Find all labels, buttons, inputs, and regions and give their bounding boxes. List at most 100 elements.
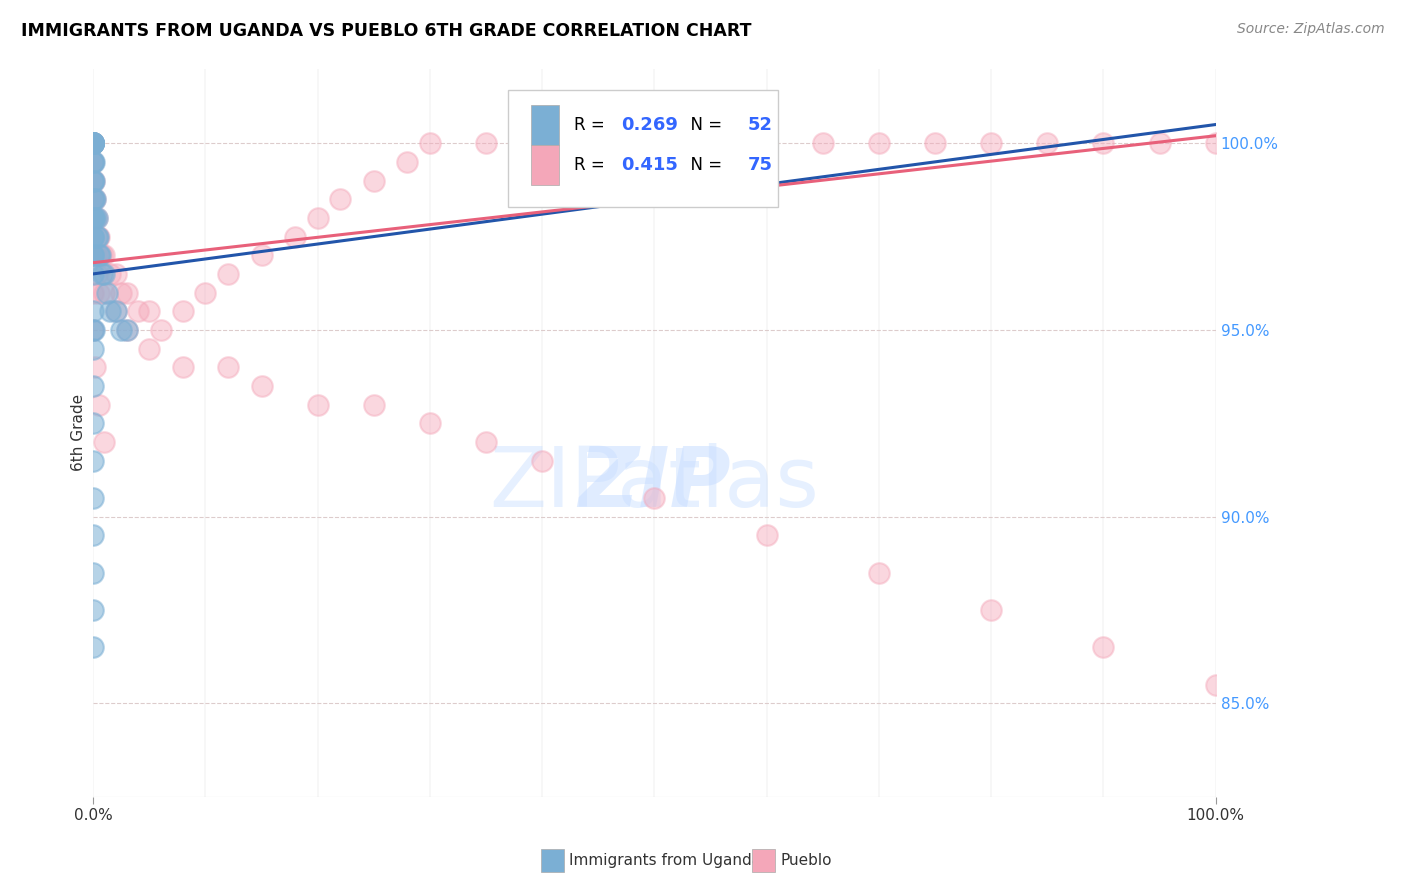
FancyBboxPatch shape bbox=[509, 90, 778, 207]
FancyBboxPatch shape bbox=[531, 105, 560, 145]
Point bbox=[82, 136, 104, 151]
Point bbox=[89, 248, 111, 262]
Point bbox=[115, 285, 138, 300]
Point bbox=[82, 136, 104, 151]
Text: 52: 52 bbox=[748, 116, 772, 135]
Point bbox=[82, 323, 104, 337]
Point bbox=[82, 136, 104, 151]
Point bbox=[84, 192, 107, 206]
Point bbox=[82, 211, 104, 225]
Point bbox=[93, 267, 115, 281]
Point bbox=[87, 229, 110, 244]
Point bbox=[1205, 136, 1227, 151]
Text: N =: N = bbox=[681, 156, 728, 174]
Point bbox=[82, 136, 104, 151]
Text: ZIPatlas: ZIPatlas bbox=[489, 443, 820, 524]
Point bbox=[82, 323, 104, 337]
Point bbox=[98, 267, 121, 281]
Point bbox=[284, 229, 307, 244]
Point bbox=[87, 285, 110, 300]
Point bbox=[82, 154, 104, 169]
Point bbox=[83, 154, 105, 169]
Point bbox=[643, 136, 665, 151]
Point bbox=[363, 398, 385, 412]
Point bbox=[172, 304, 194, 318]
Point bbox=[307, 398, 329, 412]
Text: 0.269: 0.269 bbox=[620, 116, 678, 135]
Y-axis label: 6th Grade: 6th Grade bbox=[72, 394, 86, 471]
Point bbox=[96, 285, 118, 300]
Point bbox=[82, 603, 104, 617]
Point bbox=[82, 136, 104, 151]
Point bbox=[868, 566, 890, 580]
Point bbox=[91, 248, 114, 262]
Point bbox=[82, 285, 104, 300]
Point bbox=[82, 211, 104, 225]
Point bbox=[93, 434, 115, 449]
Point bbox=[87, 248, 110, 262]
Point bbox=[82, 528, 104, 542]
Point bbox=[82, 136, 104, 151]
Point bbox=[82, 379, 104, 393]
Point bbox=[217, 267, 239, 281]
Text: R =: R = bbox=[574, 116, 610, 135]
Point bbox=[138, 342, 160, 356]
Point bbox=[811, 136, 834, 151]
Point bbox=[699, 136, 721, 151]
Point bbox=[82, 566, 104, 580]
Point bbox=[250, 379, 273, 393]
Point bbox=[82, 248, 104, 262]
Point bbox=[82, 229, 104, 244]
Text: IMMIGRANTS FROM UGANDA VS PUEBLO 6TH GRADE CORRELATION CHART: IMMIGRANTS FROM UGANDA VS PUEBLO 6TH GRA… bbox=[21, 22, 752, 40]
Point bbox=[82, 342, 104, 356]
Point bbox=[755, 136, 778, 151]
Point bbox=[149, 323, 172, 337]
Point bbox=[83, 323, 105, 337]
Point bbox=[104, 304, 127, 318]
Text: 75: 75 bbox=[748, 156, 772, 174]
Point bbox=[172, 360, 194, 375]
Text: R =: R = bbox=[574, 156, 610, 174]
Point bbox=[419, 417, 441, 431]
Point bbox=[138, 304, 160, 318]
Point bbox=[1036, 136, 1059, 151]
Point bbox=[980, 603, 1002, 617]
Point bbox=[86, 211, 108, 225]
Point bbox=[531, 136, 554, 151]
Point bbox=[82, 192, 104, 206]
Point bbox=[1092, 136, 1115, 151]
Point bbox=[86, 267, 108, 281]
Point bbox=[86, 229, 108, 244]
Point bbox=[104, 304, 127, 318]
Point bbox=[250, 248, 273, 262]
Text: ZIP: ZIP bbox=[578, 443, 731, 524]
Point bbox=[93, 285, 115, 300]
Point bbox=[84, 211, 107, 225]
Point bbox=[82, 267, 104, 281]
Text: 0.415: 0.415 bbox=[620, 156, 678, 174]
Point bbox=[82, 491, 104, 505]
Point bbox=[115, 323, 138, 337]
Point bbox=[83, 192, 105, 206]
Point bbox=[115, 323, 138, 337]
Point bbox=[1205, 678, 1227, 692]
Point bbox=[84, 192, 107, 206]
Point bbox=[363, 173, 385, 187]
Point bbox=[82, 229, 104, 244]
FancyBboxPatch shape bbox=[531, 145, 560, 185]
Text: N =: N = bbox=[681, 116, 728, 135]
Point bbox=[1149, 136, 1171, 151]
Point bbox=[82, 192, 104, 206]
Point bbox=[110, 323, 132, 337]
Point bbox=[755, 528, 778, 542]
Point bbox=[86, 211, 108, 225]
Point bbox=[93, 248, 115, 262]
Point bbox=[82, 417, 104, 431]
Point bbox=[82, 173, 104, 187]
Point bbox=[98, 304, 121, 318]
Text: Immigrants from Uganda: Immigrants from Uganda bbox=[569, 854, 762, 868]
Point bbox=[83, 173, 105, 187]
Point bbox=[86, 229, 108, 244]
Point bbox=[83, 173, 105, 187]
Point bbox=[307, 211, 329, 225]
